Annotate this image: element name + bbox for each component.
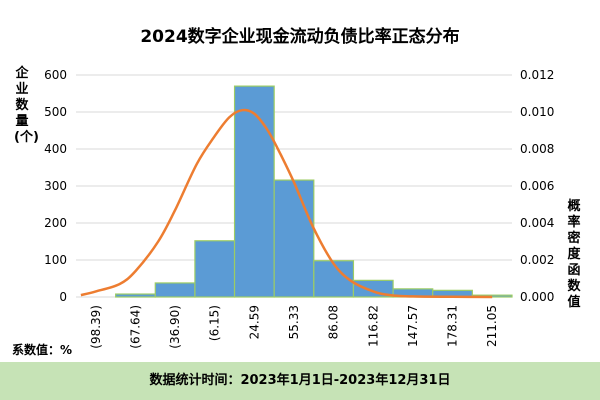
x-tick-label: (6.15) bbox=[208, 305, 222, 341]
histogram-bar bbox=[233, 85, 275, 298]
density-curve bbox=[80, 108, 493, 299]
chart-title: 2024数字企业现金流动负债比率正态分布 bbox=[140, 27, 460, 47]
histogram-bar bbox=[115, 293, 156, 298]
x-tick-label: (67.64) bbox=[128, 305, 142, 349]
footer-date-range: 数据统计时间：2023年1月1日-2023年12月31日 bbox=[0, 362, 600, 400]
y-tick-label-left: 400 bbox=[44, 142, 67, 156]
histogram-bar bbox=[273, 179, 315, 298]
y-tick-label-left: 300 bbox=[44, 179, 67, 193]
y-tick-label-right: 0.004 bbox=[520, 216, 554, 230]
y-tick-label-right: 0.012 bbox=[520, 68, 554, 82]
x-tick-label: 211.05 bbox=[485, 305, 499, 347]
histogram-bar bbox=[154, 282, 196, 298]
x-tick-label: 178.31 bbox=[446, 305, 460, 347]
x-tick-label: 55.33 bbox=[287, 305, 301, 339]
histogram-bar bbox=[194, 240, 236, 298]
x-tick-label: 147.57 bbox=[406, 305, 420, 347]
y-tick-label-left: 600 bbox=[44, 68, 67, 82]
y-axis-right-label: 概率密度函数值 bbox=[567, 199, 581, 310]
y-tick-label-right: 0.008 bbox=[520, 142, 554, 156]
x-tick-label: (36.90) bbox=[168, 305, 182, 349]
x-tick-label: 24.59 bbox=[247, 305, 261, 339]
y-tick-label-left: 0 bbox=[59, 290, 67, 304]
x-tick-label: (98.39) bbox=[89, 305, 103, 349]
x-tick-label: 86.08 bbox=[327, 305, 341, 339]
y-tick-label-right: 0.010 bbox=[520, 105, 554, 119]
y-tick-label-right: 0.000 bbox=[520, 290, 554, 304]
y-tick-label-left: 500 bbox=[44, 105, 67, 119]
y-tick-label-right: 0.002 bbox=[520, 253, 554, 267]
y-tick-label-right: 0.006 bbox=[520, 179, 554, 193]
unit-note: 系数值：% bbox=[12, 343, 73, 357]
x-tick-label: 116.82 bbox=[366, 305, 380, 347]
y-tick-label-left: 100 bbox=[44, 253, 67, 267]
y-tick-label-left: 200 bbox=[44, 216, 67, 230]
